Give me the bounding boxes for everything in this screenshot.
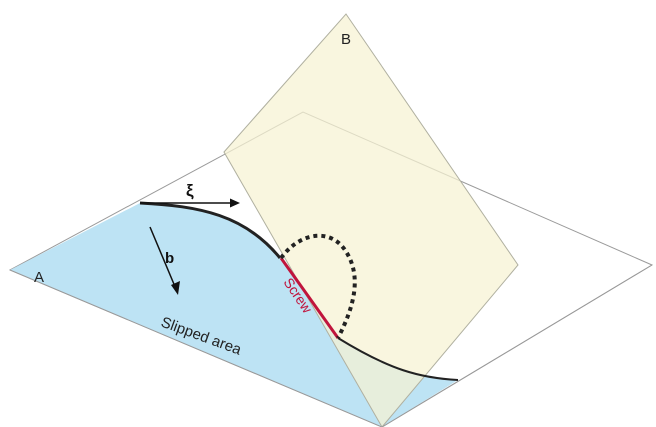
xi-label: ξ: [186, 181, 194, 200]
plane-a-label: A: [34, 269, 44, 286]
plane-b-label: B: [341, 31, 351, 48]
b-label: b: [165, 250, 174, 267]
